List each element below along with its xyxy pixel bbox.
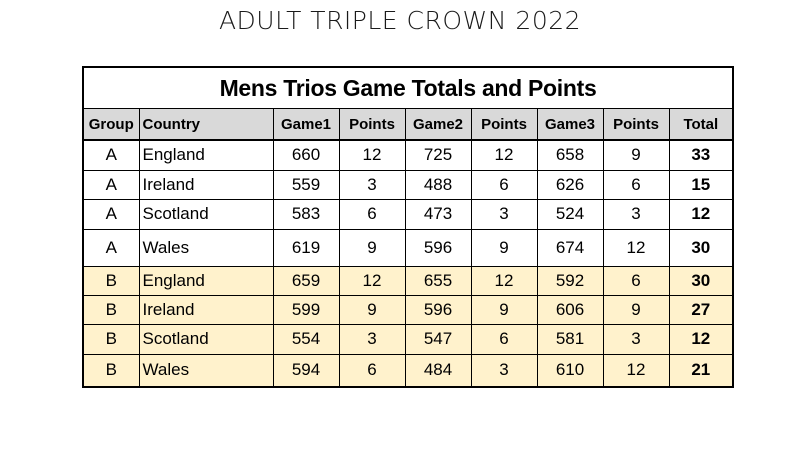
points2-cell: 12 (470, 265, 538, 296)
group-cell: B (82, 353, 140, 388)
country-cell: England (138, 139, 274, 171)
game1-cell: 554 (272, 323, 340, 355)
country-cell: Ireland (138, 294, 274, 325)
game1-cell: 659 (272, 265, 340, 296)
game1-cell: 619 (272, 228, 340, 267)
points1-cell: 12 (338, 139, 406, 171)
game2-cell: 484 (404, 353, 472, 388)
header-game3: Game3 (536, 108, 604, 141)
game3-cell: 606 (536, 294, 604, 325)
total-cell: 30 (668, 265, 735, 296)
total-cell: 12 (668, 198, 735, 230)
game1-cell: 594 (272, 353, 340, 388)
game2-cell: 725 (404, 139, 472, 171)
points3-cell: 12 (602, 228, 670, 267)
slide-title: ADULT TRIPLE CROWN 2022 (218, 6, 582, 35)
header-points3: Points (602, 108, 670, 141)
table-row: B Wales 594 6 484 3 610 12 21 (82, 353, 735, 388)
points1-cell: 3 (338, 323, 406, 355)
game1-cell: 599 (272, 294, 340, 325)
game3-cell: 581 (536, 323, 604, 355)
points3-cell: 6 (602, 169, 670, 200)
group-cell: A (82, 169, 140, 200)
game3-cell: 658 (536, 139, 604, 171)
country-cell: Wales (138, 228, 274, 267)
table-row: B Ireland 599 9 596 9 606 9 27 (82, 294, 735, 325)
points2-cell: 9 (470, 294, 538, 325)
points2-cell: 6 (470, 169, 538, 200)
game2-cell: 596 (404, 228, 472, 267)
game3-cell: 524 (536, 198, 604, 230)
points1-cell: 12 (338, 265, 406, 296)
points3-cell: 9 (602, 294, 670, 325)
game1-cell: 660 (272, 139, 340, 171)
game2-cell: 655 (404, 265, 472, 296)
points1-cell: 9 (338, 294, 406, 325)
total-cell: 15 (668, 169, 735, 200)
points1-cell: 6 (338, 353, 406, 388)
group-cell: A (82, 198, 140, 230)
table-body: A England 660 12 725 12 658 9 33 A Ireland 559 3 488 6… (82, 139, 735, 388)
results-table: Mens Trios Game Totals and Points Group … (81, 66, 735, 388)
total-cell: 21 (668, 353, 735, 388)
table-caption: Mens Trios Game Totals and Points (81, 66, 735, 109)
points1-cell: 6 (338, 198, 406, 230)
points3-cell: 12 (602, 353, 670, 388)
game1-cell: 583 (272, 198, 340, 230)
points3-cell: 3 (602, 323, 670, 355)
points1-cell: 9 (338, 228, 406, 267)
points2-cell: 3 (470, 353, 538, 388)
points3-cell: 6 (602, 265, 670, 296)
country-cell: Wales (138, 353, 274, 388)
game3-cell: 610 (536, 353, 604, 388)
header-group: Group (82, 108, 140, 141)
game3-cell: 592 (536, 265, 604, 296)
points2-cell: 9 (470, 228, 538, 267)
game1-cell: 559 (272, 169, 340, 200)
country-cell: Scotland (138, 323, 274, 355)
header-game1: Game1 (272, 108, 340, 141)
group-cell: B (82, 323, 140, 355)
game2-cell: 547 (404, 323, 472, 355)
points1-cell: 3 (338, 169, 406, 200)
table-row: A England 660 12 725 12 658 9 33 (82, 139, 735, 171)
header-game2: Game2 (404, 108, 472, 141)
group-cell: A (82, 228, 140, 267)
group-cell: B (82, 294, 140, 325)
points3-cell: 3 (602, 198, 670, 230)
table-row: A Ireland 559 3 488 6 626 6 15 (82, 169, 735, 200)
header-total: Total (668, 108, 735, 141)
table-row: A Scotland 583 6 473 3 524 3 12 (82, 198, 735, 230)
total-cell: 30 (668, 228, 735, 267)
header-points1: Points (338, 108, 406, 141)
country-cell: England (138, 265, 274, 296)
group-cell: A (82, 139, 140, 171)
game3-cell: 674 (536, 228, 604, 267)
points2-cell: 3 (470, 198, 538, 230)
total-cell: 27 (668, 294, 735, 325)
country-cell: Scotland (138, 198, 274, 230)
game2-cell: 488 (404, 169, 472, 200)
header-country: Country (138, 108, 274, 141)
total-cell: 33 (668, 139, 735, 171)
game3-cell: 626 (536, 169, 604, 200)
table-row: B England 659 12 655 12 592 6 30 (82, 265, 735, 296)
points2-cell: 6 (470, 323, 538, 355)
table-row: B Scotland 554 3 547 6 581 3 12 (82, 323, 735, 355)
table-row: A Wales 619 9 596 9 674 12 30 (82, 228, 735, 267)
header-points2: Points (470, 108, 538, 141)
points3-cell: 9 (602, 139, 670, 171)
game2-cell: 473 (404, 198, 472, 230)
header-row: Group Country Game1 Points Game2 Points … (82, 108, 735, 141)
group-cell: B (82, 265, 140, 296)
total-cell: 12 (668, 323, 735, 355)
game2-cell: 596 (404, 294, 472, 325)
country-cell: Ireland (138, 169, 274, 200)
points2-cell: 12 (470, 139, 538, 171)
